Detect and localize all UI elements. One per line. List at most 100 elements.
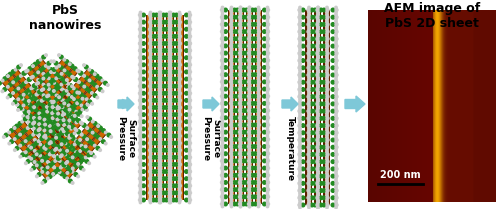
Circle shape: [66, 149, 69, 152]
Circle shape: [178, 184, 181, 187]
Circle shape: [307, 167, 310, 170]
Circle shape: [82, 168, 85, 171]
Circle shape: [188, 156, 191, 159]
Circle shape: [335, 42, 337, 45]
Circle shape: [335, 35, 337, 38]
Circle shape: [138, 63, 141, 66]
Circle shape: [101, 79, 104, 82]
Circle shape: [62, 110, 65, 113]
Circle shape: [152, 113, 155, 116]
Circle shape: [221, 76, 224, 78]
Circle shape: [230, 28, 232, 30]
Circle shape: [139, 97, 142, 99]
Circle shape: [250, 66, 255, 69]
Circle shape: [77, 130, 81, 134]
Circle shape: [299, 79, 301, 81]
Circle shape: [308, 76, 310, 79]
Circle shape: [326, 40, 328, 43]
Circle shape: [84, 105, 87, 109]
Circle shape: [254, 202, 258, 206]
Bar: [179, 15, 181, 200]
Circle shape: [142, 84, 145, 88]
Circle shape: [230, 33, 232, 35]
Circle shape: [239, 126, 241, 129]
Circle shape: [169, 80, 172, 83]
Circle shape: [322, 66, 326, 70]
Circle shape: [148, 184, 151, 187]
Circle shape: [99, 126, 102, 130]
Circle shape: [158, 113, 161, 116]
Circle shape: [248, 152, 252, 155]
Circle shape: [220, 109, 223, 112]
Circle shape: [158, 21, 161, 24]
Circle shape: [230, 6, 232, 9]
Circle shape: [307, 196, 310, 199]
Circle shape: [21, 131, 24, 134]
Circle shape: [34, 108, 37, 111]
Circle shape: [172, 184, 175, 187]
Circle shape: [335, 14, 337, 16]
Circle shape: [55, 77, 58, 80]
Bar: [166, 15, 174, 200]
Circle shape: [258, 205, 260, 208]
Circle shape: [248, 119, 250, 121]
Circle shape: [317, 9, 320, 11]
Circle shape: [308, 163, 310, 165]
Circle shape: [75, 151, 77, 154]
Circle shape: [298, 167, 301, 170]
Circle shape: [52, 117, 54, 119]
Circle shape: [232, 123, 236, 127]
Circle shape: [48, 124, 52, 128]
Circle shape: [307, 124, 310, 127]
Circle shape: [307, 45, 310, 48]
Circle shape: [317, 134, 319, 136]
Circle shape: [102, 140, 105, 143]
Circle shape: [241, 73, 245, 76]
Circle shape: [104, 142, 107, 145]
Circle shape: [220, 88, 223, 90]
Bar: [261, 10, 262, 204]
Circle shape: [248, 40, 250, 42]
Circle shape: [244, 181, 248, 184]
Circle shape: [322, 88, 326, 91]
Circle shape: [188, 92, 191, 95]
Circle shape: [139, 54, 142, 56]
Circle shape: [317, 136, 319, 139]
Circle shape: [267, 42, 269, 45]
Circle shape: [239, 172, 241, 174]
Circle shape: [250, 73, 255, 76]
Circle shape: [74, 78, 78, 81]
Circle shape: [178, 130, 181, 133]
Circle shape: [239, 54, 241, 57]
Polygon shape: [28, 111, 71, 161]
Circle shape: [48, 142, 51, 145]
Circle shape: [30, 123, 33, 127]
Circle shape: [248, 181, 252, 184]
Circle shape: [188, 80, 191, 83]
Circle shape: [62, 152, 66, 155]
Circle shape: [308, 98, 310, 100]
Circle shape: [57, 116, 60, 120]
Circle shape: [158, 42, 161, 45]
Circle shape: [169, 125, 172, 127]
Circle shape: [65, 127, 69, 130]
Circle shape: [44, 85, 48, 89]
Circle shape: [247, 124, 250, 126]
Circle shape: [238, 109, 241, 112]
Circle shape: [239, 126, 241, 129]
Circle shape: [221, 100, 224, 102]
Text: Surface
Pressure: Surface Pressure: [116, 116, 136, 161]
Circle shape: [149, 68, 152, 71]
Circle shape: [152, 198, 155, 202]
Circle shape: [49, 78, 53, 82]
Circle shape: [39, 154, 42, 157]
Circle shape: [221, 136, 224, 138]
Circle shape: [241, 181, 245, 184]
Circle shape: [44, 74, 48, 78]
Circle shape: [239, 83, 241, 85]
Circle shape: [28, 93, 32, 96]
Circle shape: [34, 86, 37, 90]
Circle shape: [70, 106, 72, 108]
Circle shape: [188, 102, 191, 104]
Circle shape: [239, 121, 241, 124]
